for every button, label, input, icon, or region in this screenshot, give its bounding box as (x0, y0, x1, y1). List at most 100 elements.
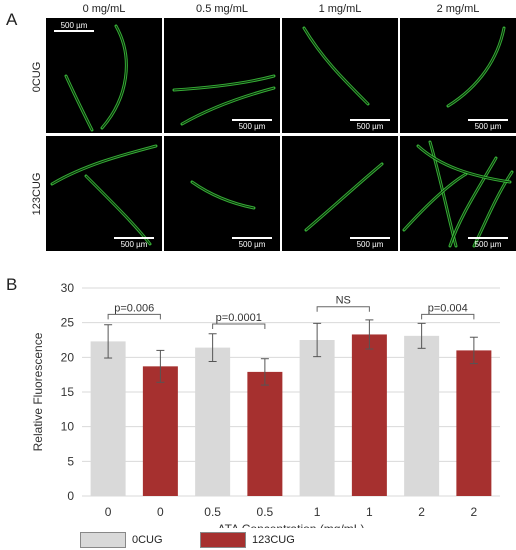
bar-0cug (404, 335, 440, 496)
worm-body (191, 181, 255, 209)
worm-body (473, 171, 513, 247)
micrograph-0cug-2: 500 µm (282, 18, 398, 133)
scale-bar: 500 µm (468, 237, 508, 249)
bar-123cug (142, 366, 178, 496)
bar-0cug (90, 341, 126, 496)
x-axis-title: ATA Concentration (mg/mL) (218, 522, 365, 528)
bar-123cug (456, 350, 492, 496)
scale-bar: 500 µm (232, 237, 272, 249)
significance-bracket (212, 323, 266, 330)
row-label-123cug: 123CUG (31, 172, 43, 216)
worm-outline (190, 180, 256, 210)
scale-bar-label: 500 µm (356, 122, 384, 131)
y-tick-label: 0 (67, 489, 74, 503)
x-tick-label: 2 (418, 505, 425, 519)
x-tick-label: 0 (105, 505, 112, 519)
worm-body (403, 173, 467, 231)
legend-item-0cug: 0CUG (80, 532, 163, 548)
micrograph-0cug-0: 500 µm (46, 18, 162, 133)
bar-123cug (351, 334, 387, 496)
row-label-0cug: 0CUG (31, 61, 43, 93)
x-tick-label: 1 (314, 505, 321, 519)
fluorescence-bar-chart: 0 5 10 15 20 25 30 0 0 0.5 0.5 1 1 2 2 p=0.006 p=0.0001 N… (31, 281, 500, 528)
y-tick-label: 20 (61, 350, 75, 364)
scale-bar: 500 µm (350, 237, 390, 249)
significance-bracket (316, 306, 370, 312)
bar-123cug (247, 371, 283, 496)
legend-label-123cug: 123CUG (252, 534, 295, 546)
x-tick-label: 0 (157, 505, 164, 519)
scale-bar: 500 µm (350, 119, 390, 131)
scale-bar-label: 500 µm (356, 240, 384, 249)
worm-body (303, 27, 369, 105)
worm-outline (448, 156, 498, 248)
scale-bar: 500 µm (114, 237, 154, 249)
worm-image (64, 24, 128, 132)
scale-bar-label: 500 µm (238, 240, 266, 249)
worm-outline (172, 74, 276, 92)
worm-outline (446, 26, 506, 108)
scale-bar: 500 µm (54, 21, 94, 33)
column-header-0: 0 mg/mL (82, 3, 126, 15)
significance-bracket (421, 313, 475, 320)
x-tick-label: 2 (471, 505, 478, 519)
worm-image (402, 140, 514, 248)
worm-image (190, 180, 256, 210)
column-header-1: 1 mg/mL (318, 3, 362, 15)
significance-bracket (107, 313, 161, 320)
y-tick-label: 10 (61, 420, 75, 434)
worm-body (173, 75, 275, 91)
panel-b-letter: B (6, 275, 18, 294)
scale-bar: 500 µm (468, 119, 508, 131)
scale-bar-label: 500 µm (474, 122, 502, 131)
micrograph-123cug-3: 500 µm (400, 136, 516, 251)
panel-a-letter: A (6, 10, 18, 29)
scale-bar-label: 500 µm (120, 240, 148, 249)
micrograph-0cug-3: 500 µm (400, 18, 516, 133)
x-tick-label: 0.5 (204, 505, 221, 519)
worm-body (51, 145, 157, 185)
bar-0cug (195, 347, 231, 496)
legend-swatch-0cug (80, 532, 126, 548)
worm-outline (402, 172, 468, 232)
micrograph-123cug-2: 500 µm (282, 136, 398, 251)
y-tick-label: 15 (61, 385, 75, 399)
x-tick-label: 0.5 (257, 505, 274, 519)
y-tick-label: 30 (61, 281, 75, 295)
significance-label: p=0.006 (114, 302, 154, 314)
micrograph-0cug-1: 500 µm (164, 18, 280, 133)
legend-swatch-123cug (200, 532, 246, 548)
y-tick-label: 5 (67, 454, 74, 468)
worm-image (446, 26, 506, 108)
micrograph-123cug-1: 500 µm (164, 136, 280, 251)
significance-label: NS (336, 295, 351, 307)
y-axis-title: Relative Fluorescence (31, 332, 45, 451)
bar-0cug (299, 340, 335, 496)
worm-body (305, 163, 383, 231)
worm-image (304, 162, 384, 232)
worm-image (172, 74, 276, 126)
scale-bar: 500 µm (232, 119, 272, 131)
legend-label-0cug: 0CUG (132, 534, 163, 546)
scale-bar-label: 500 µm (60, 21, 88, 30)
column-header-2: 2 mg/mL (436, 3, 480, 15)
legend-item-123cug: 123CUG (200, 532, 295, 548)
worm-body (65, 75, 93, 131)
scale-bar-label: 500 µm (238, 122, 266, 131)
y-tick-label: 25 (61, 316, 75, 330)
significance-label: p=0.0001 (216, 312, 262, 324)
worm-outline (50, 144, 158, 186)
worm-body (101, 25, 127, 129)
worm-body (417, 145, 511, 183)
significance-label: p=0.004 (428, 302, 468, 314)
scale-bar-label: 500 µm (474, 240, 502, 249)
micrograph-123cug-0: 500 µm (46, 136, 162, 251)
worm-body (181, 87, 275, 125)
worm-body (449, 157, 497, 247)
worm-body (447, 27, 505, 107)
x-tick-label: 1 (366, 505, 373, 519)
column-header-0.5: 0.5 mg/mL (196, 3, 248, 15)
worm-image (302, 26, 370, 106)
worm-image (50, 144, 158, 246)
worm-outline (302, 26, 370, 106)
